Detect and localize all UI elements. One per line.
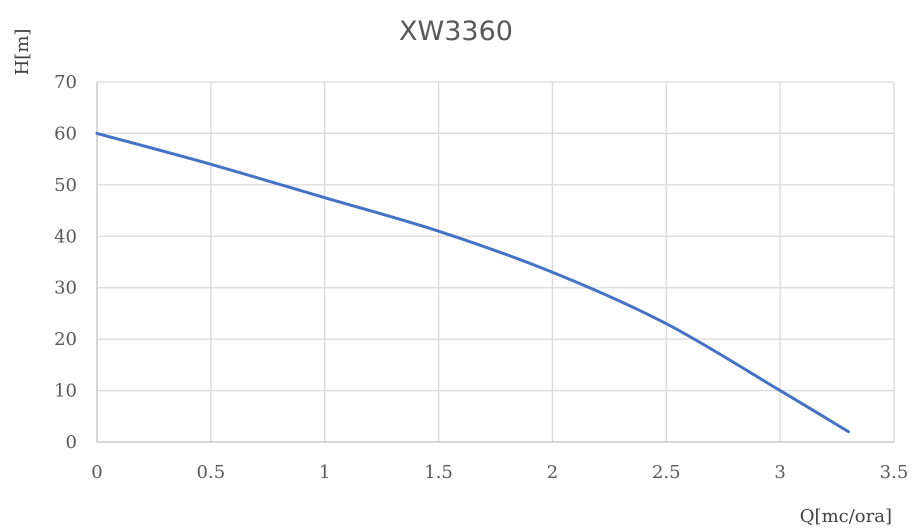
y-tick-label: 60 (54, 123, 77, 144)
x-tick-label: 0.5 (197, 462, 226, 483)
y-tick-label: 70 (54, 72, 77, 93)
x-tick-label: 3 (774, 462, 785, 483)
series-line (95, 131, 850, 434)
y-tick-label: 50 (54, 175, 77, 196)
tick-labels: 0 10 20 30 40 50 60 70 0 0.5 1 1.5 2 2.5 3 3.5 (54, 72, 908, 483)
x-axis-label: Q[mc/ora] (800, 506, 892, 527)
chart-title: XW3360 (399, 16, 513, 47)
x-tick-label: 1.5 (424, 462, 453, 483)
gridlines (97, 81, 895, 442)
y-tick-label: 40 (54, 226, 77, 247)
axes (96, 82, 894, 443)
x-tick-label: 1 (319, 462, 330, 483)
x-tick-label: 2.5 (652, 462, 681, 483)
x-tick-label: 0 (91, 462, 102, 483)
y-tick-label: 10 (54, 381, 77, 402)
y-axis-label: H[m] (12, 29, 33, 76)
x-tick-label: 2 (547, 462, 558, 483)
y-tick-label: 0 (66, 432, 77, 453)
y-tick-label: 30 (54, 278, 77, 299)
y-tick-label: 20 (54, 329, 77, 350)
series (95, 131, 850, 434)
x-tick-label: 3.5 (880, 462, 909, 483)
